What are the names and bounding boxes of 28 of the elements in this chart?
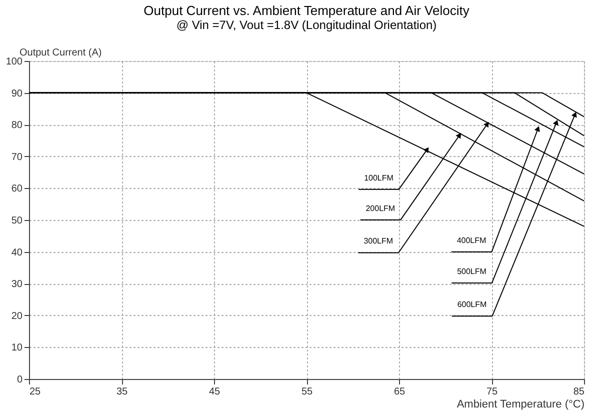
annotation: 100LFM (364, 173, 394, 182)
y-tick-label: 30 (11, 279, 23, 290)
y-tick-label: 10 (11, 342, 23, 354)
x-tick-label: 75 (486, 386, 498, 398)
x-tick-label: 45 (208, 386, 220, 398)
chart-title: Output Current vs. Ambient Temperature and Air Velocity (144, 3, 470, 18)
x-tick-label: 65 (394, 386, 406, 398)
x-tick-label: 85 (573, 386, 585, 398)
annotation: 500LFM (457, 266, 487, 276)
annotation: 300LFM (364, 236, 394, 246)
y-tick-label: 70 (11, 152, 23, 163)
annotation: 600LFM (457, 300, 488, 310)
x-tick-label: 35 (116, 386, 128, 398)
x-tick-label: 25 (30, 386, 42, 398)
y-axis-title: Output Current (A) (20, 48, 102, 58)
x-tick-label: 55 (301, 386, 313, 398)
y-tick-label: 40 (11, 247, 23, 258)
y-tick-label: 0 (16, 374, 23, 386)
annotation: 400LFM (456, 236, 486, 245)
y-tick-label: 50 (11, 216, 23, 226)
y-tick-label: 100 (6, 56, 23, 68)
x-axis-title: Ambient Temperature (°C) (456, 398, 584, 410)
y-tick-label: 60 (11, 184, 23, 195)
y-tick-label: 80 (11, 120, 23, 132)
y-tick-label: 90 (11, 88, 23, 100)
chart-subtitle: @ Vin =7V, Vout =1.8V (Longitudinal Orientation) (176, 18, 437, 32)
y-tick-label: 20 (11, 310, 23, 322)
annotation: 200LFM (366, 204, 396, 213)
